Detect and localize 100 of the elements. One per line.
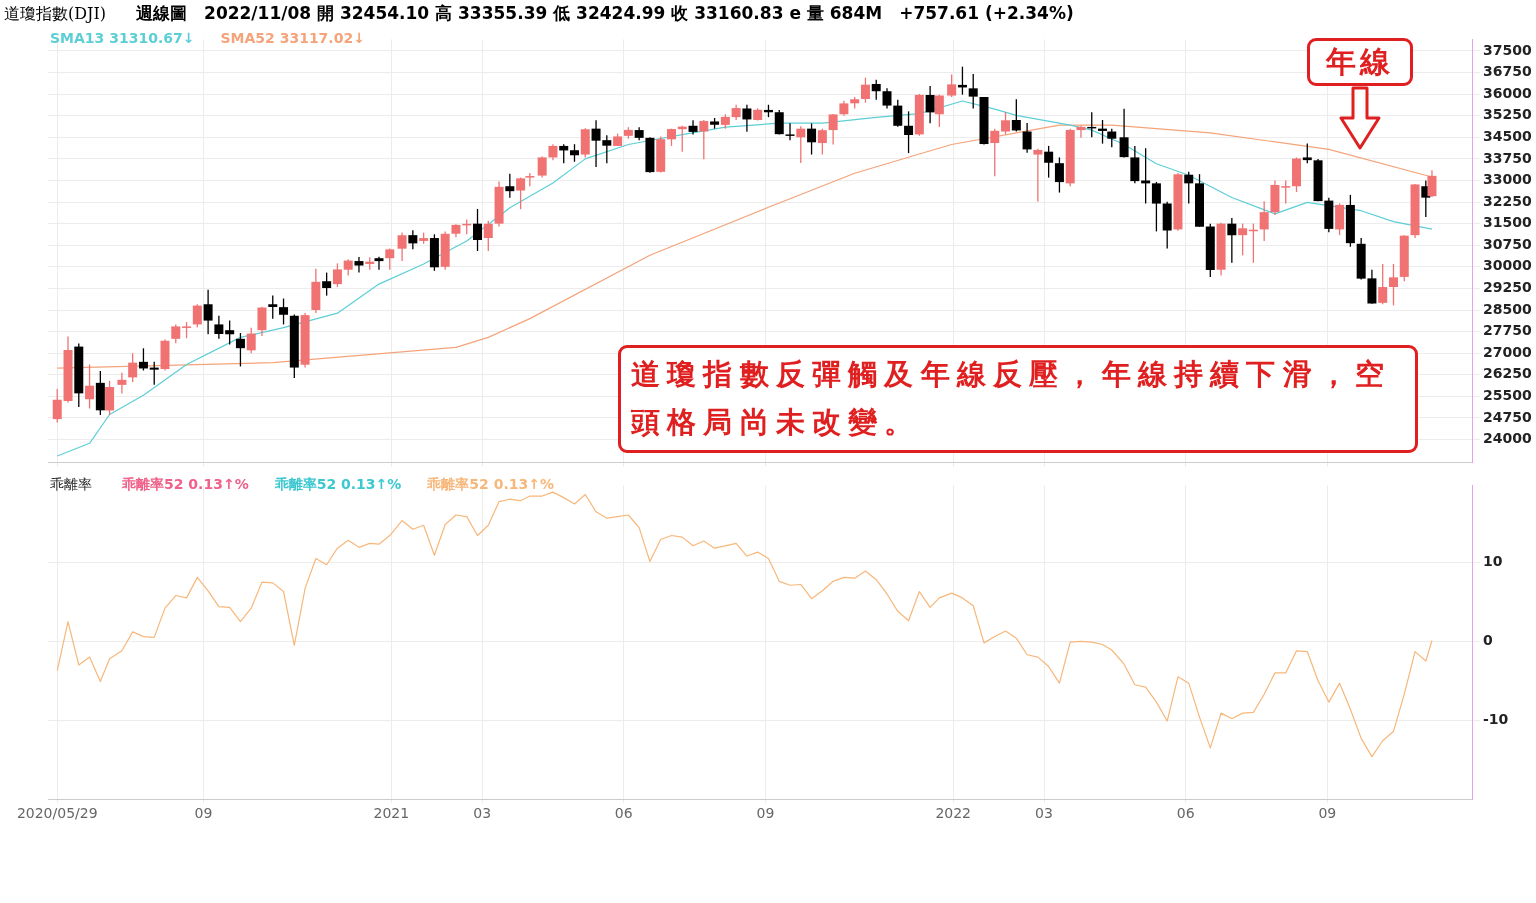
candlestick (871, 79, 881, 101)
candlestick (516, 176, 526, 210)
candlestick (968, 73, 978, 110)
candlestick (397, 231, 407, 262)
chart-subtitle: 週線圖 2022/11/08 開 32454.10 高 33355.39 低 32424.99 收 33160.83 e 量 684M +757.61 (+2.34%) (136, 3, 1074, 23)
candlestick (882, 87, 892, 110)
candlestick (893, 99, 903, 128)
candlestick (807, 122, 817, 156)
candlestick (699, 119, 709, 160)
candlestick (138, 347, 148, 372)
candlestick (279, 297, 289, 326)
candlestick (149, 361, 159, 386)
annotation: 道瓊指數反彈觸及年線反壓，年線持續下滑，空頭格局尚未改變。 (618, 345, 1418, 453)
candlestick (925, 85, 935, 124)
candlestick (408, 229, 418, 250)
candlestick (385, 247, 395, 271)
chart-title: 道瓊指數(DJI) (4, 4, 107, 23)
candlestick (354, 256, 364, 274)
y-tick-label: 36750 (1483, 63, 1532, 80)
candlestick (934, 94, 944, 128)
y-tick-label: 30000 (1483, 257, 1532, 274)
series-label: 乖離率52 0.13↑% (427, 476, 554, 492)
candlestick (990, 128, 1000, 177)
text: SMA13 31310.67↓ (50, 30, 195, 46)
candlestick (1001, 111, 1011, 136)
y-tick-label: 29250 (1483, 279, 1532, 296)
candlestick (1378, 263, 1388, 305)
candlestick (1151, 181, 1161, 233)
x-tick-label: 2022 (935, 805, 972, 822)
candlestick (817, 128, 827, 156)
candlestick (1141, 147, 1151, 205)
candlestick (1130, 145, 1140, 184)
candlestick (785, 122, 795, 141)
x-tick-label: 09 (1318, 805, 1337, 822)
candlestick (473, 208, 483, 252)
y-tick-label: 35250 (1483, 106, 1532, 123)
y-tick-label: 32250 (1483, 192, 1532, 209)
candlestick (1388, 263, 1398, 307)
y-tick-label: 10 (1483, 553, 1503, 570)
candlestick (171, 323, 181, 344)
y-tick-label: 33750 (1483, 149, 1532, 166)
legend-label: 乖離率52 0.13↑% (122, 476, 249, 492)
x-tick-label: 06 (1176, 805, 1195, 822)
x-tick-label: 09 (756, 805, 775, 822)
candlestick (1054, 156, 1064, 194)
candlestick (1302, 142, 1312, 164)
candlestick (828, 113, 838, 146)
candlestick (505, 173, 515, 199)
candlestick (225, 319, 235, 346)
x-tick-label: 03 (473, 805, 492, 822)
candlestick (235, 332, 245, 368)
candlestick (322, 271, 332, 297)
candlestick (203, 289, 213, 335)
candlestick (105, 380, 115, 416)
candlestick (1427, 169, 1437, 198)
candlestick (1033, 148, 1043, 203)
y-tick-label: 24000 (1483, 430, 1532, 447)
candlestick (904, 110, 914, 154)
y-tick-label: 36000 (1483, 84, 1532, 101)
candlestick (1098, 119, 1108, 145)
text: SMA52 33117.02↓ (220, 30, 365, 46)
annotation: 年線 (1307, 38, 1413, 86)
y-tick-label: 27750 (1483, 322, 1532, 339)
candlestick (483, 220, 493, 252)
candlestick (192, 303, 202, 328)
candlestick (1119, 108, 1129, 159)
y-tick-label: 26250 (1483, 365, 1532, 382)
candlestick (85, 363, 95, 410)
candlestick (214, 315, 224, 340)
x-tick-label: 06 (614, 805, 633, 822)
y-tick-label: -10 (1483, 710, 1509, 727)
candlestick (1259, 200, 1269, 242)
y-tick-label: 37500 (1483, 41, 1532, 58)
candlestick (1281, 179, 1291, 205)
candlestick (128, 352, 138, 383)
candlestick (117, 372, 127, 395)
y-tick-label: 24750 (1483, 408, 1532, 425)
y-tick-label: 31500 (1483, 214, 1532, 231)
x-tick-label: 03 (1035, 805, 1053, 822)
candlestick (1011, 98, 1021, 133)
chart-title: 乖離率 (50, 476, 92, 492)
legend-label: 乖離率52 0.13↑% (274, 476, 402, 492)
candlestick (268, 294, 278, 320)
candlestick (796, 125, 806, 164)
candlestick (1184, 171, 1194, 205)
candlestick (246, 327, 256, 354)
candlestick (1227, 217, 1237, 264)
y-tick-label: 25500 (1483, 387, 1532, 404)
y-tick-label: 34500 (1483, 127, 1532, 144)
candlestick (374, 256, 384, 271)
y-tick-label: 27000 (1483, 343, 1532, 360)
y-tick-label: 33000 (1483, 171, 1532, 188)
candlestick (1107, 128, 1117, 149)
candlestick (1022, 122, 1032, 154)
candlestick (1238, 223, 1248, 256)
candlestick (525, 172, 535, 187)
candlestick (774, 109, 784, 136)
candlestick (52, 388, 62, 424)
candlestick (742, 104, 752, 133)
candlestick (1076, 125, 1086, 139)
